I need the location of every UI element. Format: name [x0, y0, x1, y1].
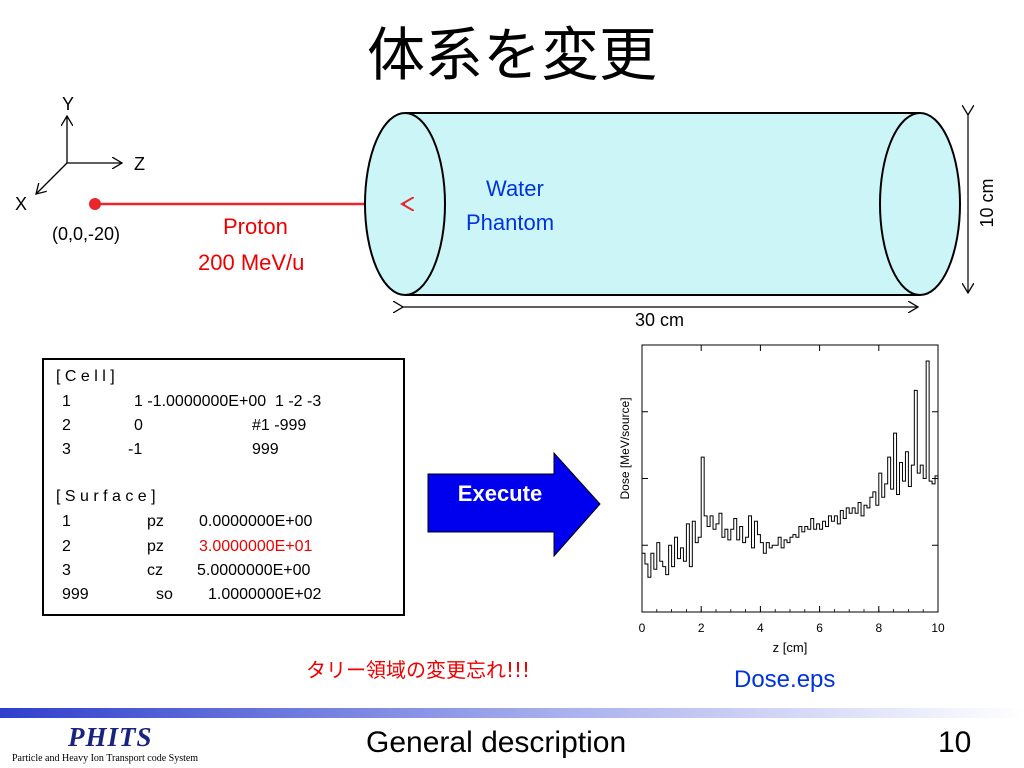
surface-row-id: 1: [62, 513, 71, 530]
surface-row-id: 3: [62, 562, 71, 579]
coordinate-axes: [36, 116, 122, 194]
x-tick-label: 2: [698, 621, 705, 635]
footer-bar: [0, 708, 1024, 718]
length-label: 30 cm: [635, 310, 685, 330]
cell-row-id: 1: [62, 393, 71, 410]
x-tick-label: 4: [757, 621, 764, 635]
x-axis-title: z [cm]: [773, 640, 808, 655]
phantom-label-water: Water: [486, 176, 544, 201]
proton-beam: [89, 198, 402, 210]
cell-row-definition: 999: [252, 441, 279, 458]
x-tick-label: 10: [931, 621, 945, 635]
x-axis-label: X: [15, 194, 28, 214]
proton-label: Proton: [223, 214, 288, 239]
cell-section-header: [ C e l l ]: [56, 368, 115, 385]
surface-section-header: [ S u r f a c e ]: [56, 488, 156, 505]
cell-row-material: 0: [134, 417, 143, 434]
z-axis-label: Z: [134, 154, 145, 174]
execute-label: Execute: [457, 481, 543, 506]
cell-row-material: -1: [128, 441, 143, 458]
surface-row-type: pz: [147, 538, 164, 555]
phantom-label-phantom: Phantom: [466, 210, 555, 235]
surface-row-id: 2: [62, 538, 71, 555]
source-position-label: (0,0,-20): [52, 224, 121, 244]
cell-row-definition: 1 -1.0000000E+00 1 -2 -3: [134, 393, 322, 410]
logo-title: PHITS: [68, 722, 153, 752]
diameter-label: 10 cm: [977, 178, 998, 228]
surface-row-value: 1.0000000E+02: [208, 586, 322, 603]
output-file-label: Dose.eps: [734, 666, 836, 693]
x-tick-label: 6: [816, 621, 823, 635]
x-tick-label: 8: [875, 621, 882, 635]
dose-chart: 0 2 4 6 8 10 z [cm] Dose [MeV/source]: [618, 344, 945, 655]
warning-text: タリー領域の変更忘れ!!!: [306, 658, 531, 682]
input-file-box: [ C e l l ] 1 1 -1.0000000E+00 1 -2 -3 2…: [42, 358, 405, 616]
cell-row-id: 3: [62, 441, 71, 458]
surface-row-id: 999: [62, 586, 89, 603]
surface-row-type: cz: [147, 562, 163, 579]
phits-logo: PHITS Particle and Heavy Ion Transport c…: [12, 722, 198, 764]
slide-title: 体系を変更: [366, 21, 657, 89]
y-axis-title: Dose [MeV/source]: [618, 397, 632, 499]
surface-row-type: pz: [147, 513, 164, 530]
surface-row-value: 5.0000000E+00: [197, 562, 311, 579]
cell-row-definition: #1 -999: [252, 417, 307, 434]
surface-row-value: 0.0000000E+00: [199, 513, 313, 530]
page-number: 10: [938, 726, 972, 759]
x-tick-label: 0: [639, 621, 646, 635]
dose-series-line: [642, 360, 938, 578]
execute-arrow: [427, 451, 601, 558]
surface-row-type: so: [156, 586, 173, 603]
cell-row-id: 2: [62, 417, 71, 434]
y-axis-label: Y: [62, 94, 75, 114]
surface-row-value-changed: 3.0000000E+01: [199, 538, 313, 555]
proton-energy-label: 200 MeV/u: [198, 250, 305, 275]
footer-section: General description: [366, 726, 627, 759]
x-axis-arrow: [36, 162, 68, 194]
water-phantom-cylinder: [364, 112, 961, 296]
logo-subtitle: Particle and Heavy Ion Transport code Sy…: [12, 753, 199, 764]
